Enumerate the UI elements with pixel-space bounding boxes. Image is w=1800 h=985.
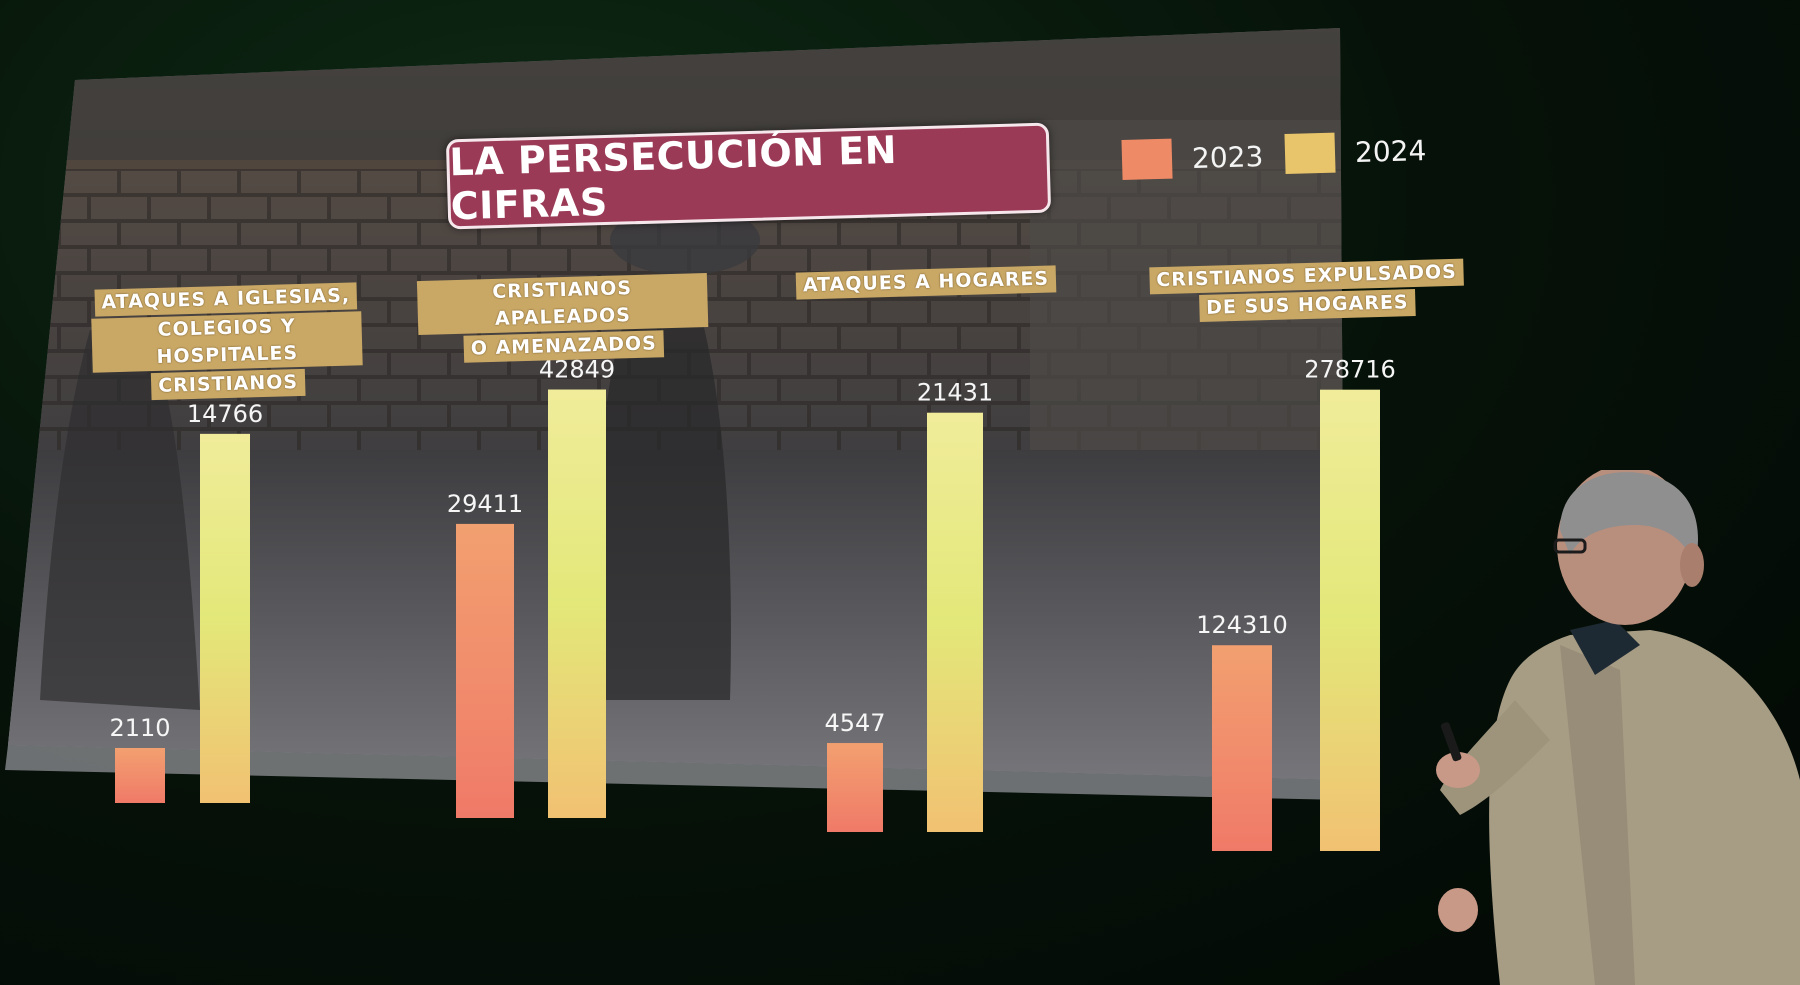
data-label-2024: 14766 — [187, 400, 263, 428]
data-label-2023: 4547 — [824, 709, 885, 737]
bar-2024 — [548, 389, 606, 818]
bar-2023 — [456, 523, 514, 818]
bar-2024 — [200, 433, 250, 803]
legend-swatch-2024 — [1284, 132, 1336, 174]
category-label-line: DE SUS HOGARES — [1198, 288, 1416, 323]
data-label-2024: 278716 — [1304, 356, 1396, 384]
bar-2023 — [1212, 645, 1272, 851]
data-label-2023: 29411 — [447, 490, 523, 518]
bar-2024 — [927, 412, 983, 832]
bar-2023 — [115, 748, 165, 803]
data-label-2024: 21431 — [917, 379, 993, 407]
category-label-line: O AMENAZADOS — [463, 330, 665, 363]
legend-swatch-2023 — [1121, 138, 1173, 180]
category-label-line: COLEGIOS Y HOSPITALES — [91, 311, 363, 373]
legend-item-2024: 2024 — [1284, 130, 1427, 174]
data-label-2023: 2110 — [109, 714, 170, 742]
data-label-2023: 124310 — [1196, 611, 1288, 639]
legend-item-2023: 2023 — [1121, 136, 1264, 180]
legend-label-2023: 2023 — [1191, 139, 1264, 175]
category-label-churches: ATAQUES A IGLESIAS, COLEGIOS Y HOSPITALE… — [90, 281, 363, 402]
legend-label-2024: 2024 — [1354, 133, 1427, 169]
bar-2023 — [827, 743, 883, 832]
category-label-line: CRISTIANOS — [150, 368, 306, 401]
category-label-beaten: CRISTIANOS APALEADOS O AMENAZADOS — [416, 272, 709, 365]
presenter-figure — [1436, 470, 1800, 985]
bar-2024 — [1320, 389, 1380, 851]
slide-title: LA PERSECUCIÓN EN CIFRAS — [445, 122, 1052, 230]
category-label-expelled: CRISTIANOS EXPULSADOS DE SUS HOGARES — [1131, 257, 1482, 325]
category-label-line: CRISTIANOS APALEADOS — [416, 272, 709, 336]
